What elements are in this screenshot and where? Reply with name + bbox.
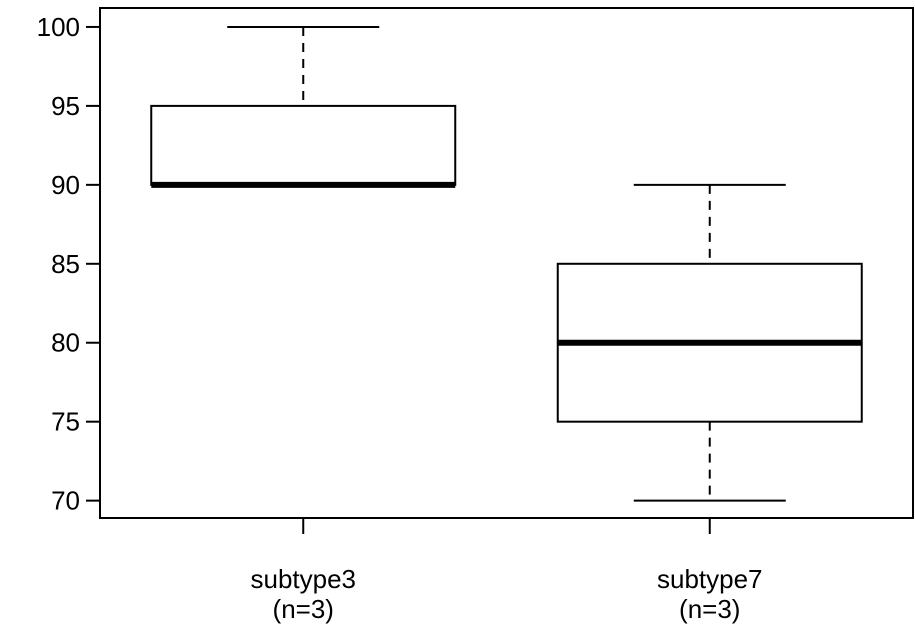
y-tick-label: 85 <box>51 249 80 279</box>
x-category-label: subtype3 <box>250 564 356 594</box>
x-category-count-label: (n=3) <box>273 594 334 624</box>
box-subtype3 <box>150 25 457 188</box>
y-tick-label: 75 <box>51 407 80 437</box>
x-category-count-label: (n=3) <box>679 594 740 624</box>
y-tick-label: 80 <box>51 328 80 358</box>
box-subtype7 <box>556 183 863 502</box>
iqr-box <box>150 104 457 186</box>
x-category-label: subtype7 <box>657 564 763 594</box>
x-axis: subtype3(n=3)subtype7(n=3) <box>250 518 763 624</box>
y-tick-label: 70 <box>51 486 80 516</box>
y-tick-label: 95 <box>51 91 80 121</box>
y-tick-label: 100 <box>37 12 80 42</box>
boxes <box>150 25 863 502</box>
y-axis: 70 75 80 85 90 95 100 <box>37 12 100 516</box>
y-tick-label: 90 <box>51 170 80 200</box>
